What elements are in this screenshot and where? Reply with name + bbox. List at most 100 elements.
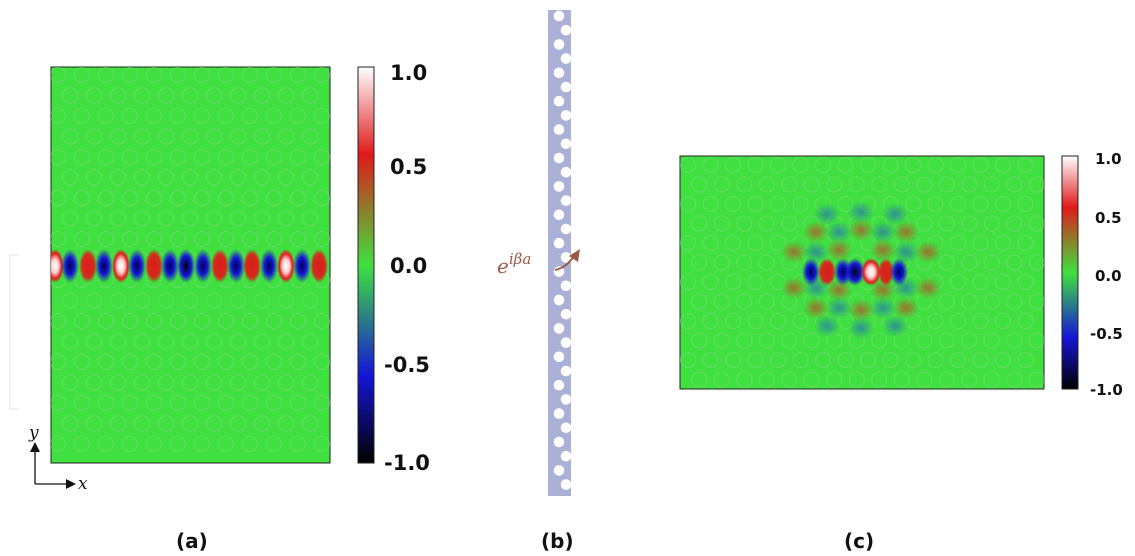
lattice-hole [792, 195, 809, 213]
lattice-hole [983, 293, 1000, 310]
lattice-hole [229, 292, 247, 309]
lattice-hole [51, 394, 67, 412]
lattice-hole [73, 107, 91, 125]
lattice-hole [313, 353, 330, 371]
lattice-hole [157, 128, 175, 145]
lattice-hole [277, 87, 295, 104]
lattice-hole [205, 292, 223, 309]
lattice-hole [702, 273, 719, 291]
lattice-hole [803, 332, 820, 349]
lattice-hole [680, 195, 697, 213]
waveguide-hole [553, 209, 565, 221]
field-lobe [870, 239, 896, 261]
lattice-hole [109, 128, 127, 145]
field-lobe [893, 221, 919, 243]
lattice-hole [769, 351, 787, 369]
waveguide-hole [553, 67, 565, 79]
lattice-hole [814, 351, 832, 369]
lattice-hole [109, 210, 127, 227]
lattice-hole [265, 312, 283, 330]
lattice-hole [145, 312, 163, 330]
lattice-hole [193, 107, 211, 125]
lattice-hole [848, 371, 865, 388]
lattice-hole [51, 312, 67, 330]
lattice-hole [781, 332, 798, 349]
lattice-hole [109, 333, 127, 350]
lattice-hole [181, 415, 199, 432]
panel-c-colorbar-tick: 0.0 [1095, 267, 1122, 285]
lattice-hole [169, 312, 187, 330]
lattice-hole [109, 292, 127, 309]
lattice-hole [145, 148, 163, 166]
lattice-hole [121, 67, 139, 84]
lattice-hole [253, 210, 271, 227]
lattice-hole [133, 415, 151, 432]
lattice-hole [277, 333, 295, 350]
waveguide-hole [560, 166, 571, 178]
lattice-hole [217, 353, 235, 371]
lattice-hole [961, 215, 978, 232]
lattice-hole [313, 148, 330, 166]
lattice-hole [121, 148, 139, 166]
waveguide-hole [553, 152, 565, 164]
lattice-hole [781, 215, 798, 232]
lattice-hole [265, 435, 283, 453]
waveguide-hole [553, 379, 565, 391]
lattice-hole [994, 273, 1012, 291]
lattice-hole [769, 234, 787, 252]
field-lobe [848, 317, 874, 339]
lattice-hole [181, 333, 199, 350]
lattice-hole [51, 353, 67, 371]
waveguide-hole [560, 81, 571, 93]
lattice-hole [713, 254, 730, 271]
y-axis-label: y [28, 423, 39, 443]
lattice-hole [145, 107, 163, 125]
lattice-hole [301, 169, 319, 186]
lattice-hole [265, 148, 283, 166]
lattice-hole [193, 189, 211, 207]
lattice-hole [1028, 254, 1044, 271]
lattice-hole [145, 394, 163, 412]
field-lobe [882, 203, 908, 225]
lattice-hole [313, 435, 330, 453]
lattice-hole [73, 435, 91, 453]
panel-a: 1.0 0.5 0.0 -0.5 -1.0 y x (a) [9, 61, 430, 553]
lattice-hole [121, 435, 139, 453]
lattice-hole [73, 67, 91, 84]
panel-a-colorbar [357, 66, 375, 464]
lattice-hole [927, 351, 944, 369]
lattice-hole [702, 312, 719, 330]
panel-c: 1.0 0.5 0.0 -0.5 -1.0 (c) [679, 150, 1123, 553]
lattice-hole [61, 333, 79, 350]
lattice-hole [193, 148, 211, 166]
lattice-hole [265, 353, 283, 371]
lattice-hole [109, 415, 127, 432]
lattice-hole [313, 189, 330, 207]
lattice-hole [994, 234, 1012, 252]
field-lobe [177, 249, 195, 283]
waveguide-hole [553, 237, 565, 249]
lattice-hole [1028, 176, 1044, 193]
field-lobe [870, 221, 896, 243]
lattice-hole [157, 333, 175, 350]
lattice-hole [713, 176, 730, 193]
lattice-hole [702, 156, 719, 174]
lattice-hole [109, 169, 127, 186]
panel-a-guided-mode [51, 249, 328, 283]
lattice-hole [803, 371, 820, 388]
field-lobe [826, 297, 852, 319]
lattice-hole [972, 195, 989, 213]
lattice-hole [61, 415, 79, 432]
lattice-hole [983, 371, 1000, 388]
lattice-hole [121, 230, 139, 248]
lattice-hole [217, 394, 235, 412]
lattice-hole [73, 312, 91, 330]
field-lobe [211, 249, 229, 283]
lattice-hole [217, 67, 235, 84]
field-lobe [79, 249, 97, 283]
phase-factor-base: e [497, 254, 509, 278]
lattice-hole [724, 156, 742, 174]
field-lobe [848, 201, 874, 223]
lattice-hole [253, 292, 271, 309]
lattice-hole [277, 128, 295, 145]
